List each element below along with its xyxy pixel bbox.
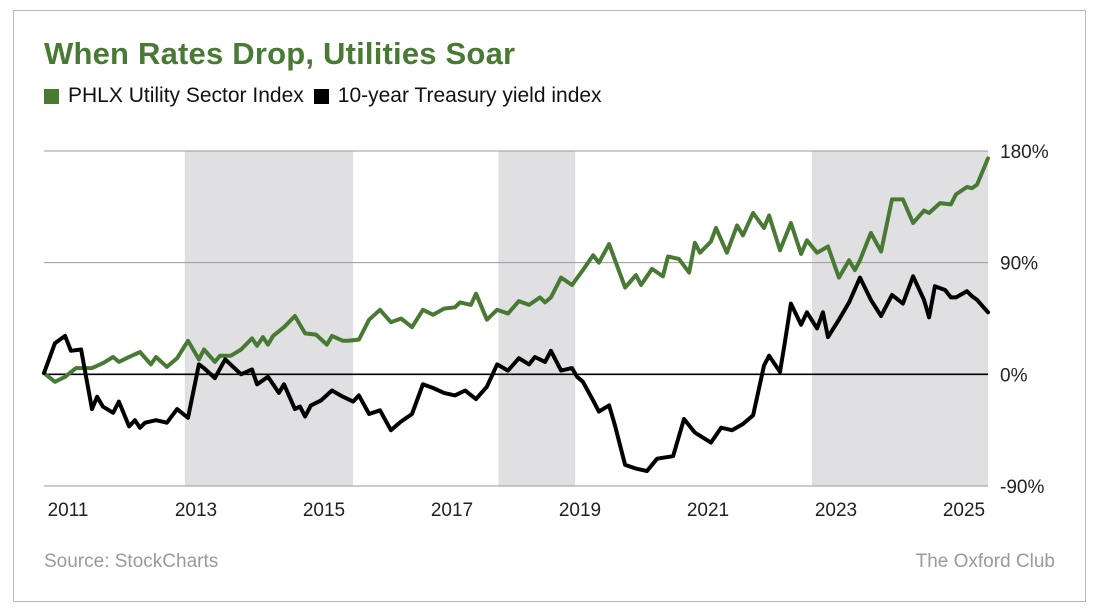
x-tick-labels: 2011 2013 2015 2017 2019 2021 2023 2025 xyxy=(48,500,986,521)
shaded-period-2 xyxy=(498,151,576,486)
legend-item-treasury: 10-year Treasury yield index xyxy=(313,84,602,108)
x-tick-label-2013: 2013 xyxy=(175,500,217,521)
utility-index-line xyxy=(42,156,990,384)
treasury-yield-line xyxy=(42,274,990,474)
x-tick-label-2019: 2019 xyxy=(559,500,601,521)
x-tick-label-2015: 2015 xyxy=(303,500,345,521)
shaded-period-1 xyxy=(184,151,354,486)
legend-label-utility: PHLX Utility Sector Index xyxy=(68,84,304,107)
source-note: Source: StockCharts xyxy=(44,551,219,572)
legend-item-utility: PHLX Utility Sector Index xyxy=(44,84,304,108)
y-tick-labels: 180% 90% 0% -90% xyxy=(1000,142,1049,498)
legend-swatch-treasury xyxy=(313,88,329,104)
legend-label-treasury: 10-year Treasury yield index xyxy=(337,84,602,107)
chart-legend: PHLX Utility Sector Index 10-year Treasu… xyxy=(44,84,612,108)
legend-swatch-utility xyxy=(44,88,59,104)
x-tick-label-2011: 2011 xyxy=(48,500,89,521)
brand-name: The Oxford Club xyxy=(915,551,1055,572)
x-tick-label-2021: 2021 xyxy=(687,500,729,521)
chart-title: When Rates Drop, Utilities Soar xyxy=(44,36,516,71)
y-tick-label-3: 0% xyxy=(1000,365,1028,386)
x-tick-label-2017: 2017 xyxy=(431,500,473,521)
shaded-periods xyxy=(184,151,988,486)
x-tick-label-2025: 2025 xyxy=(943,500,985,521)
y-tick-label-2: 90% xyxy=(1000,254,1038,275)
y-tick-label-4: -90% xyxy=(1000,477,1044,498)
y-tick-label-1: 180% xyxy=(1000,142,1049,163)
gridlines xyxy=(44,150,988,487)
series-lines xyxy=(42,156,990,474)
x-tick-label-2023: 2023 xyxy=(815,500,857,521)
